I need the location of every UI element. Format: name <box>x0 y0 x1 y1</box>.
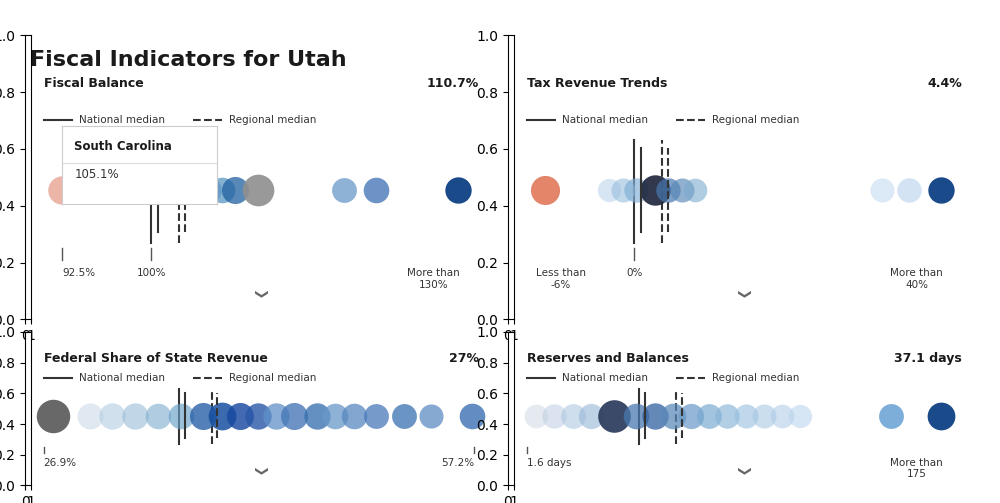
Point <box>774 411 790 420</box>
Text: National median: National median <box>562 373 648 383</box>
Point <box>309 411 325 420</box>
Point <box>933 411 949 420</box>
Point <box>173 186 189 194</box>
Point <box>874 186 890 194</box>
Point <box>601 186 617 194</box>
Point <box>423 411 439 420</box>
Point <box>336 186 352 194</box>
Text: 37.1 days: 37.1 days <box>894 352 962 365</box>
Point <box>82 411 98 420</box>
Point <box>792 411 808 420</box>
Text: 26.9%: 26.9% <box>44 458 77 468</box>
Point <box>646 411 662 420</box>
Point <box>464 411 480 420</box>
Point <box>200 186 216 194</box>
Text: 110.7%: 110.7% <box>427 77 479 90</box>
Text: More than
175: More than 175 <box>890 458 943 479</box>
Point <box>368 411 384 420</box>
Text: Fiscal Balance: Fiscal Balance <box>44 77 143 90</box>
Point <box>660 186 676 194</box>
Point <box>565 411 581 420</box>
Point <box>674 186 690 194</box>
Text: National median: National median <box>79 373 165 383</box>
Point <box>537 186 553 194</box>
Text: 4.4%: 4.4% <box>927 77 962 90</box>
Point <box>719 411 735 420</box>
Point <box>214 186 230 194</box>
Point <box>186 186 202 194</box>
Text: National median: National median <box>562 116 648 125</box>
Point <box>883 411 899 420</box>
Text: 0%: 0% <box>626 268 643 278</box>
Point <box>227 186 243 194</box>
Point <box>327 411 343 420</box>
Text: Fiscal Indicators for Utah: Fiscal Indicators for Utah <box>30 50 347 70</box>
Point <box>127 411 143 420</box>
Text: 105.1%: 105.1% <box>74 167 119 181</box>
Point <box>756 411 772 420</box>
Point <box>738 411 754 420</box>
Point <box>628 186 644 194</box>
Text: 1.6 days: 1.6 days <box>527 458 571 468</box>
Point <box>528 411 544 420</box>
Text: ❯: ❯ <box>736 289 748 299</box>
Point <box>687 186 703 194</box>
Point <box>701 411 717 420</box>
Text: Regional median: Regional median <box>229 373 316 383</box>
Point <box>450 186 466 194</box>
Point <box>214 411 230 420</box>
Point <box>396 411 412 420</box>
Point <box>268 411 284 420</box>
Point <box>583 411 599 420</box>
Point <box>628 411 644 420</box>
Point <box>232 411 248 420</box>
Text: Regional median: Regional median <box>712 373 799 383</box>
Text: Regional median: Regional median <box>712 116 799 125</box>
Point <box>665 411 681 420</box>
Point <box>346 411 362 420</box>
Text: ❯: ❯ <box>736 466 748 477</box>
Point <box>173 411 189 420</box>
Text: ❯: ❯ <box>252 466 266 477</box>
Text: Tax Revenue Trends: Tax Revenue Trends <box>527 77 667 90</box>
Point <box>250 186 266 194</box>
Text: South Carolina: South Carolina <box>74 140 172 153</box>
Text: Less than
-6%: Less than -6% <box>536 268 586 290</box>
Point <box>104 411 120 420</box>
Point <box>546 411 562 420</box>
Text: 92.5%: 92.5% <box>62 268 96 278</box>
Text: National median: National median <box>79 116 165 125</box>
Point <box>933 186 949 194</box>
Point <box>54 186 70 194</box>
Point <box>150 411 166 420</box>
Point <box>250 411 266 420</box>
Point <box>368 186 384 194</box>
Text: 27%: 27% <box>449 352 479 365</box>
Point <box>646 186 662 194</box>
Text: Federal Share of State Revenue: Federal Share of State Revenue <box>44 352 268 365</box>
Text: Regional median: Regional median <box>229 116 316 125</box>
Text: More than
40%: More than 40% <box>890 268 943 290</box>
Text: ❯: ❯ <box>252 289 266 299</box>
Point <box>286 411 302 420</box>
Text: More than
130%: More than 130% <box>407 268 460 290</box>
Text: 57.2%: 57.2% <box>441 458 474 468</box>
Point <box>606 411 622 420</box>
Point <box>901 186 917 194</box>
Text: Reserves and Balances: Reserves and Balances <box>527 352 689 365</box>
Text: 100%: 100% <box>137 268 166 278</box>
Point <box>615 186 631 194</box>
Point <box>45 411 61 420</box>
Point <box>195 411 211 420</box>
Point <box>683 411 699 420</box>
